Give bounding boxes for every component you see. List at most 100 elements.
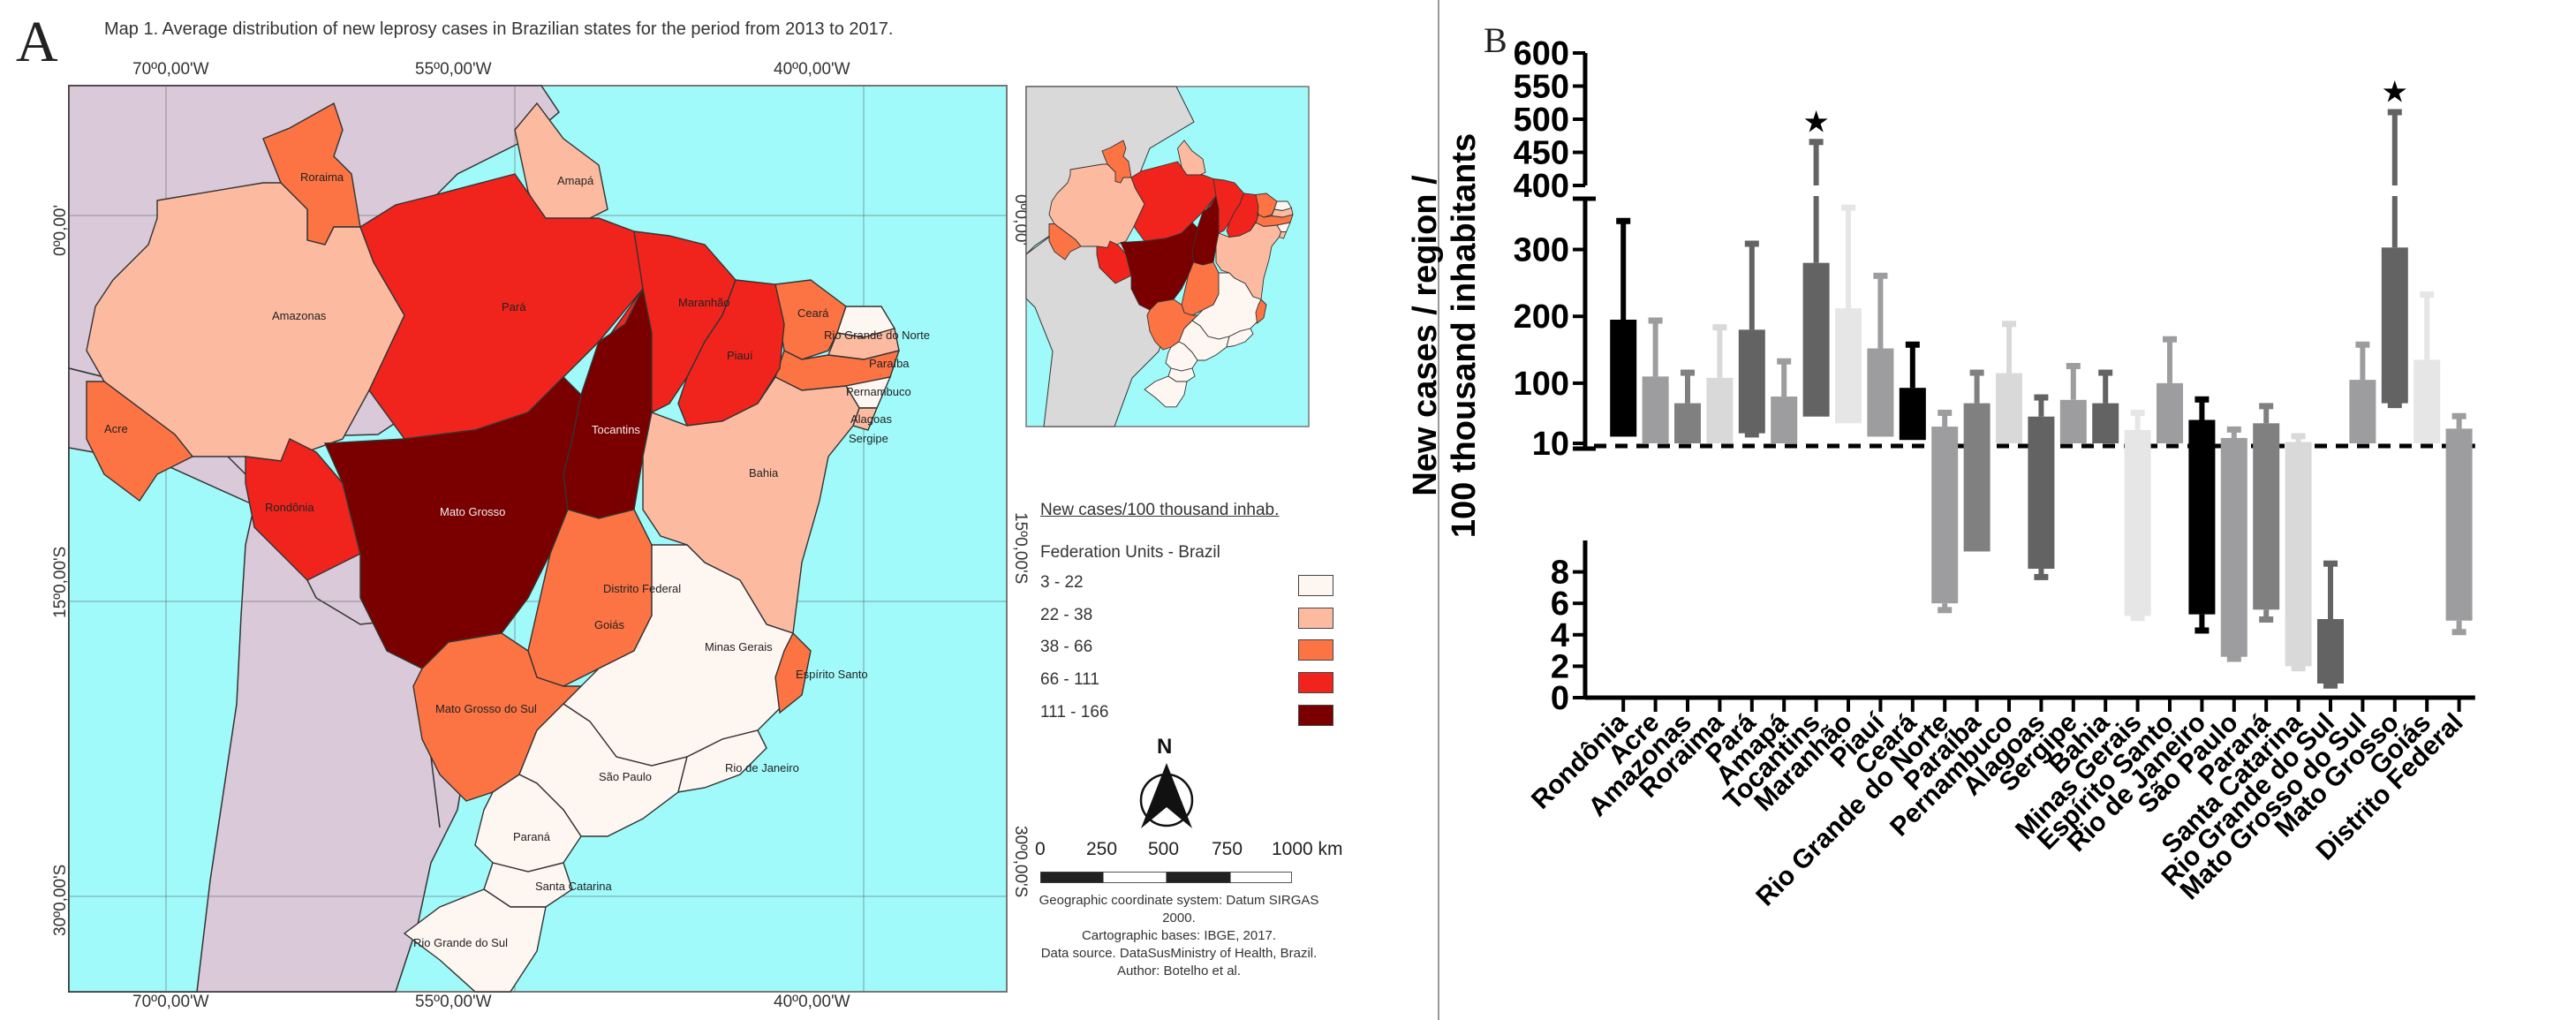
scale-label: 250	[1086, 839, 1118, 859]
error-bar-cap	[1873, 272, 1888, 279]
legend-item-label: 22 - 38	[1040, 606, 1093, 624]
bar	[1963, 443, 1991, 552]
error-bar-cap	[1648, 317, 1663, 324]
state-rio-de-janeiro	[677, 729, 767, 793]
bar	[1899, 388, 1926, 441]
error-bar-cap	[1938, 409, 1953, 416]
y-tick-label: 10	[1532, 426, 1569, 463]
legend-subtitle: Federation Units - Brazil	[1040, 543, 1220, 562]
significance-star-icon: ★	[1802, 104, 1829, 140]
north-arrow-icon	[1139, 763, 1194, 828]
state-rio-grande-do-sul	[403, 888, 547, 993]
y-tick-label: 8	[1551, 555, 1569, 592]
error-bar-cap	[2034, 394, 2049, 401]
inset-state	[1048, 223, 1082, 261]
panel-letter-a: A	[16, 10, 58, 74]
legend-swatch	[1298, 705, 1333, 726]
bar	[2285, 442, 2312, 444]
error-bar-cap	[1681, 369, 1695, 376]
state-label: Espírito Santo	[796, 668, 868, 681]
state-label: Acre	[104, 422, 128, 435]
state-acre	[86, 381, 194, 502]
panel-letter-b: B	[1484, 20, 1507, 60]
y-tick-label: 400	[1514, 168, 1569, 205]
bar	[2349, 380, 2376, 443]
latitude-label-0: 0º0,00'	[51, 204, 70, 256]
scale-label: 500	[1148, 839, 1180, 859]
state-label: São Paulo	[599, 770, 652, 783]
state-label: Pernambuco	[846, 385, 911, 398]
legend-item-label: 111 - 166	[1040, 703, 1109, 722]
legend-item-label: 66 - 111	[1040, 670, 1099, 689]
bar	[1610, 320, 1637, 437]
state-label: Rio Grande do Norte	[824, 329, 930, 342]
error-bar-cap	[2195, 627, 2210, 634]
y-tick-label: 600	[1514, 35, 1569, 72]
error-bar-cap	[2163, 336, 2177, 343]
error-bar-cap	[2387, 109, 2402, 116]
bar	[2381, 247, 2408, 404]
credit-line: Cartographic bases: IBGE, 2017.	[1081, 928, 1277, 943]
error-bar-cap	[2098, 369, 2113, 376]
y-tick-label: 4	[1551, 617, 1569, 654]
bar	[1963, 403, 1991, 443]
error-bar-cap	[2355, 341, 2370, 348]
state-bahia	[642, 376, 860, 634]
inset-map	[1025, 86, 1310, 427]
bar	[1771, 397, 1798, 443]
bar	[1867, 348, 1894, 437]
state-label: Rio de Janeiro	[725, 761, 799, 774]
credit-line: Geographic coordinate system: Datum SIRG…	[1039, 893, 1319, 926]
longitude-label-70w: 70º0,00'W	[132, 60, 209, 79]
legend-item-label: 38 - 66	[1040, 638, 1093, 656]
state-label: Mato Grosso	[440, 505, 505, 518]
scale-bar	[1040, 872, 1292, 883]
bar	[2220, 437, 2247, 443]
y-axis-label-line: New cases / region /	[1407, 175, 1444, 496]
map-title: Map 1. Average distribution of new lepro…	[104, 19, 894, 39]
panel-a-map: A Map 1. Average distribution of new lep…	[16, 0, 1439, 1020]
state-label: Roraima	[300, 170, 344, 184]
bar	[2157, 382, 2183, 443]
state-label: Distrito Federal	[603, 582, 681, 595]
error-bar-cap	[2226, 426, 2241, 433]
bar	[1802, 262, 1830, 417]
bar	[2285, 443, 2312, 667]
error-bar-cap	[1712, 324, 1727, 331]
legend-item: 22 - 38	[1040, 606, 1341, 629]
y-tick-label: 500	[1514, 102, 1569, 139]
error-bar-cap	[2323, 682, 2338, 689]
longitude-label-55w: 55º0,00'W	[415, 60, 492, 79]
legend-item-label: 3 - 22	[1040, 573, 1084, 592]
bar	[2028, 416, 2055, 443]
scale-label: 750	[1212, 839, 1243, 859]
inset-state	[1144, 375, 1188, 408]
state-label: Maranhão	[678, 296, 730, 309]
bar	[2445, 443, 2473, 621]
error-bar-cap	[2034, 573, 2049, 580]
error-bar-cap	[1777, 358, 1792, 365]
y-tick-label: 550	[1514, 69, 1569, 106]
error-bar-cap	[2259, 403, 2274, 410]
inset-state	[1130, 161, 1220, 242]
bar	[1738, 329, 1765, 434]
state-espirito-santo	[774, 631, 812, 714]
bar	[1931, 427, 1959, 443]
state-label: Mato Grosso do Sul	[435, 702, 537, 715]
state-label: Alagoas	[850, 412, 892, 426]
map-credits: Geographic coordinate system: Datum SIRG…	[1033, 892, 1325, 980]
bar	[2414, 359, 2441, 443]
latitude-label-30s: 30º0,00'S	[51, 864, 70, 936]
bar	[2059, 399, 2087, 443]
bar	[2028, 443, 2055, 570]
error-bar-cap	[2291, 433, 2306, 440]
legend-swatch	[1298, 608, 1333, 629]
state-label: Rio Grande do Sul	[413, 936, 508, 949]
inset-state	[1226, 328, 1254, 348]
inset-state	[1215, 222, 1281, 300]
bar-chart: 4004505005506001002003000246810RondôniaA…	[1514, 35, 2475, 911]
bar	[2124, 429, 2151, 443]
y-tick-label: 6	[1551, 586, 1569, 623]
legend-swatch	[1298, 575, 1333, 596]
state-label: Sergipe	[849, 432, 888, 445]
